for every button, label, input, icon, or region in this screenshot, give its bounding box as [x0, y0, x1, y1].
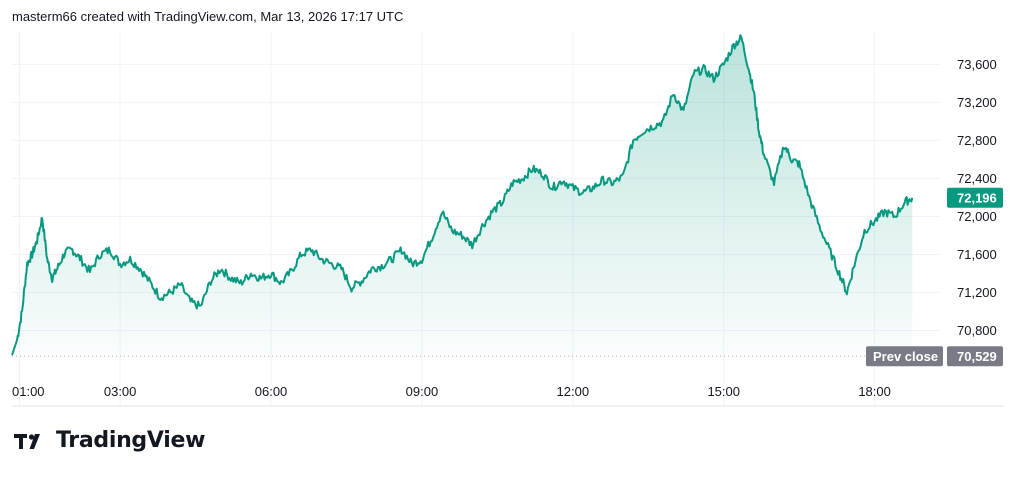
x-axis: 01:00 03:00 06:00 09:00 12:00 15:00 18:00	[12, 384, 891, 399]
y-tick-label-2: 71,600	[957, 247, 997, 262]
last-price-badge	[947, 187, 1003, 208]
tradingview-logo-text: TradingView	[56, 428, 206, 453]
x-tick-label-3: 09:00	[406, 384, 439, 399]
y-tick-label-1: 71,200	[957, 285, 997, 300]
y-tick-label-4: 72,400	[957, 171, 997, 186]
chart-header: masterm66 created with TradingView.com, …	[12, 9, 404, 24]
y-tick-label-6: 73,200	[957, 95, 997, 110]
last-price-value: 72,196	[957, 190, 997, 205]
x-tick-label-1: 03:00	[104, 384, 137, 399]
tradingview-logo-icon	[14, 433, 40, 449]
x-tick-label-6: 18:00	[858, 384, 891, 399]
price-badges: 72,196 Prev close 70,529	[866, 187, 1003, 367]
price-line	[11, 34, 914, 356]
y-axis: 70,800 71,200 71,600 72,000 72,400 72,800 73,2…	[957, 57, 997, 338]
tradingview-logo[interactable]: TradingView	[14, 428, 205, 453]
y-tick-label-3: 72,000	[957, 209, 997, 224]
prev-close-label: Prev close	[873, 349, 938, 364]
price-chart[interactable]: 70,800 71,200 71,600 72,000 72,400 72,800 73,2…	[0, 28, 1024, 408]
chart-area[interactable]: 70,800 71,200 71,600 72,000 72,400 72,800 73,2…	[0, 28, 1024, 408]
prev-close-value: 70,529	[957, 349, 997, 364]
x-tick-label-2: 06:00	[255, 384, 288, 399]
x-tick-label-4: 12:00	[557, 384, 590, 399]
prev-close-value-badge	[947, 346, 1003, 367]
y-tick-label-5: 72,800	[957, 133, 997, 148]
y-tick-label-0: 70,800	[957, 323, 997, 338]
price-area-fill	[12, 35, 913, 357]
x-tick-label-0: 01:00	[12, 384, 45, 399]
y-tick-label-7: 73,600	[957, 57, 997, 72]
x-tick-label-5: 15:00	[707, 384, 740, 399]
prev-close-label-badge	[866, 346, 943, 367]
